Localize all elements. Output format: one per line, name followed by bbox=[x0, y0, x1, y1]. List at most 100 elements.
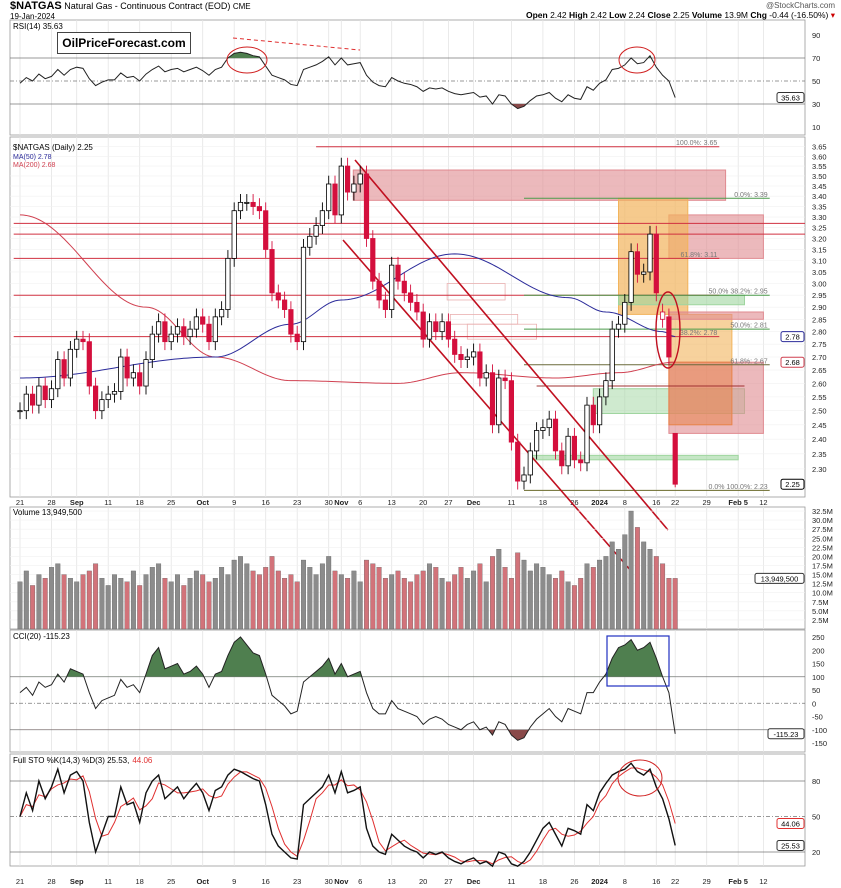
candle-body bbox=[489, 372, 496, 426]
price-zone-outline bbox=[466, 323, 537, 340]
volume-tick-label: 5.0M bbox=[812, 607, 829, 616]
candle bbox=[281, 291, 288, 318]
cci-highlight-box bbox=[606, 635, 670, 687]
cci-last-value: -115.23 bbox=[774, 730, 799, 739]
candle bbox=[407, 284, 414, 311]
candle-body bbox=[124, 356, 130, 379]
candle-body bbox=[300, 246, 307, 343]
volume-bar bbox=[660, 563, 666, 630]
close-label: Close bbox=[647, 10, 671, 20]
candle bbox=[338, 157, 344, 224]
candle bbox=[168, 325, 174, 351]
fibonacci-level-label: 61.8%: 3.11 bbox=[680, 252, 717, 259]
price-tick-label: 3.15 bbox=[812, 245, 827, 254]
sto-label-k: Full STO %K(14,3) %D(3) 25.53, bbox=[13, 756, 129, 765]
candle bbox=[395, 256, 401, 290]
candle bbox=[496, 369, 502, 434]
candle-body bbox=[395, 264, 401, 282]
volume-bar bbox=[553, 578, 558, 630]
candle-body bbox=[414, 301, 420, 313]
sto-k-last-value: 25.53 bbox=[781, 841, 800, 850]
candle bbox=[666, 308, 672, 366]
candle-body bbox=[237, 201, 244, 212]
volume-bar bbox=[502, 567, 508, 630]
volume-tick-label: 7.5M bbox=[812, 598, 829, 607]
candle bbox=[193, 308, 199, 338]
candle bbox=[212, 308, 218, 351]
ohlc-summary: Open 2.42 High 2.42 Low 2.24 Close 2.25 … bbox=[526, 11, 835, 20]
candle-body bbox=[332, 183, 338, 216]
candle bbox=[42, 377, 48, 409]
candle bbox=[307, 227, 313, 256]
x-tick-label-top: 23 bbox=[293, 498, 301, 507]
x-tick-label-top: 26 bbox=[570, 498, 578, 507]
fibonacci-level-label: 50.0%: 2.81 bbox=[730, 323, 767, 330]
volume-bar bbox=[609, 541, 615, 630]
candle bbox=[332, 175, 338, 224]
volume-bar bbox=[420, 570, 426, 630]
volume-bar bbox=[590, 567, 596, 630]
volume-tick-label: 2.5M bbox=[812, 616, 829, 625]
rsi-tick-label: 50 bbox=[812, 77, 820, 86]
price-tick-label: 3.40 bbox=[812, 192, 827, 201]
fibonacci-level-label: 100.0%: 3.65 bbox=[676, 140, 717, 147]
x-tick-label-bottom: 16 bbox=[652, 877, 660, 886]
volume-last-value: 13,949,500 bbox=[761, 574, 799, 583]
volume-bar bbox=[282, 578, 288, 630]
volume-tick-label: 30.0M bbox=[812, 516, 833, 525]
price-tick-label: 2.50 bbox=[812, 407, 827, 416]
price-panel-label: $NATGAS (Daily) 2.25 bbox=[13, 143, 93, 152]
candle bbox=[181, 318, 187, 346]
volume-bar bbox=[647, 548, 653, 630]
x-tick-label-bottom: 30 bbox=[325, 877, 333, 886]
volume-bar bbox=[244, 563, 250, 630]
candle-body bbox=[534, 430, 540, 452]
candle bbox=[187, 320, 193, 346]
volume-bar bbox=[149, 567, 155, 630]
candle-body bbox=[653, 233, 659, 294]
candle bbox=[603, 372, 609, 406]
price-zone-outline bbox=[446, 283, 506, 301]
cci-tick-label: 200 bbox=[812, 646, 825, 655]
candle bbox=[546, 410, 552, 437]
candle bbox=[231, 202, 237, 267]
candle bbox=[206, 315, 212, 351]
candle bbox=[111, 383, 118, 403]
x-tick-label-bottom: 8 bbox=[623, 877, 627, 886]
volume-bar bbox=[319, 563, 325, 630]
candle-body bbox=[281, 299, 288, 310]
candle bbox=[559, 442, 565, 475]
exchange: CME bbox=[232, 2, 251, 11]
volume-bar bbox=[622, 534, 628, 630]
candle bbox=[326, 175, 332, 220]
cci-positive-fill bbox=[20, 637, 676, 677]
candle bbox=[86, 333, 92, 395]
instrument-name: Natural Gas - Continuous Contract (EOD) bbox=[64, 1, 231, 11]
volume-value: 13.9M bbox=[724, 10, 748, 20]
candle-body bbox=[363, 173, 370, 239]
cci-tick-label: 250 bbox=[812, 633, 825, 642]
rsi-last-value: 35.63 bbox=[781, 94, 800, 103]
volume-bar bbox=[357, 581, 363, 630]
volume-bar bbox=[508, 578, 514, 630]
candle-body bbox=[80, 338, 86, 343]
x-tick-label-top: 9 bbox=[232, 498, 236, 507]
candle bbox=[660, 303, 666, 328]
candle-body bbox=[206, 323, 212, 343]
candle-body bbox=[263, 210, 269, 250]
candle bbox=[534, 422, 540, 460]
x-tick-label-bottom: 25 bbox=[167, 877, 175, 886]
candle-body bbox=[143, 359, 149, 387]
x-tick-label-top: 18 bbox=[136, 498, 144, 507]
price-tick-label: 2.75 bbox=[812, 340, 827, 349]
candle-body bbox=[370, 238, 376, 282]
volume-bar bbox=[86, 570, 92, 630]
cci-panel-label: CCI(20) -115.23 bbox=[13, 632, 70, 641]
candle-body bbox=[540, 427, 546, 431]
candle-body bbox=[168, 333, 174, 343]
price-tick-label: 2.85 bbox=[812, 315, 827, 324]
candle bbox=[609, 320, 615, 390]
volume-bar bbox=[401, 578, 407, 630]
volume-bar bbox=[634, 527, 640, 630]
candle-body bbox=[193, 316, 199, 330]
